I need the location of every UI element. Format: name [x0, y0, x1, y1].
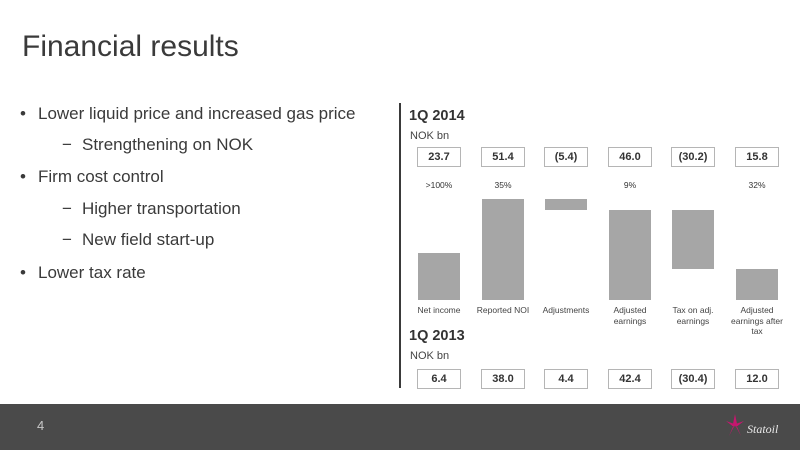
- footer-bar: 4 Statoil: [0, 404, 800, 450]
- value-box-1q2013: 4.4: [544, 369, 588, 389]
- dash-marker: −: [62, 135, 72, 154]
- value-box-1q2014: (5.4): [544, 147, 588, 167]
- change-percent-label: >100%: [425, 180, 453, 190]
- bullet-text: Higher transportation: [82, 199, 241, 218]
- category-label: Adjusted earnings: [613, 305, 647, 326]
- chart-divider-line: [399, 103, 401, 388]
- value-box-1q2013: 38.0: [481, 369, 525, 389]
- bullet-item: • Lower liquid price and increased gas pr…: [20, 104, 356, 124]
- bullet-text: Lower liquid price and increased gas pri…: [38, 104, 356, 123]
- bullet-marker: •: [20, 104, 26, 123]
- comparison-unit-label: NOK bn: [410, 350, 450, 362]
- dash-marker: −: [62, 199, 72, 218]
- category-label: Adjustments: [542, 305, 590, 315]
- bullet-marker: •: [20, 167, 26, 186]
- bar-2: [545, 199, 587, 210]
- chart-period-title: 1Q 2014: [409, 108, 465, 124]
- bullet-text: Firm cost control: [38, 167, 164, 186]
- bar-0: [418, 253, 460, 300]
- bullet-marker: •: [20, 263, 26, 282]
- category-label: Net income: [417, 305, 461, 315]
- value-box-1q2013: 12.0: [735, 369, 779, 389]
- bullet-text: Strengthening on NOK: [82, 135, 254, 154]
- bullet-item: • Lower tax rate: [20, 263, 146, 283]
- sub-bullet-item: − Higher transportation: [62, 199, 241, 219]
- chart-unit-label: NOK bn: [410, 130, 450, 142]
- change-percent-label: 32%: [748, 180, 766, 190]
- category-label: Tax on adj. earnings: [672, 305, 714, 326]
- value-box-1q2013: (30.4): [671, 369, 715, 389]
- logo-wordmark: Statoil: [747, 422, 779, 436]
- page-number: 4: [37, 418, 45, 433]
- change-percent-label: 35%: [494, 180, 512, 190]
- bullet-text: New field start-up: [82, 230, 215, 249]
- change-percent-label: 9%: [623, 180, 637, 190]
- category-label: Adjusted earnings after tax: [731, 305, 783, 336]
- value-box-1q2013: 6.4: [417, 369, 461, 389]
- value-box-1q2013: 42.4: [608, 369, 652, 389]
- value-box-1q2014: 23.7: [417, 147, 461, 167]
- category-label: Reported NOI: [476, 305, 530, 315]
- dash-marker: −: [62, 230, 72, 249]
- statoil-star-icon: [726, 414, 744, 436]
- value-box-1q2014: 51.4: [481, 147, 525, 167]
- bullet-text: Lower tax rate: [38, 263, 146, 282]
- page-title: Financial results: [22, 30, 239, 63]
- bar-5: [736, 268, 778, 300]
- value-box-1q2014: 15.8: [735, 147, 779, 167]
- comparison-period-title: 1Q 2013: [409, 328, 465, 344]
- bullet-item: • Firm cost control: [20, 167, 164, 187]
- bar-1: [482, 199, 524, 300]
- value-box-1q2014: (30.2): [671, 147, 715, 167]
- sub-bullet-item: − New field start-up: [62, 230, 214, 250]
- bar-3: [609, 209, 651, 300]
- sub-bullet-item: − Strengthening on NOK: [62, 135, 253, 155]
- value-box-1q2014: 46.0: [608, 147, 652, 167]
- bar-4: [672, 209, 714, 269]
- statoil-logo: Statoil: [724, 412, 794, 444]
